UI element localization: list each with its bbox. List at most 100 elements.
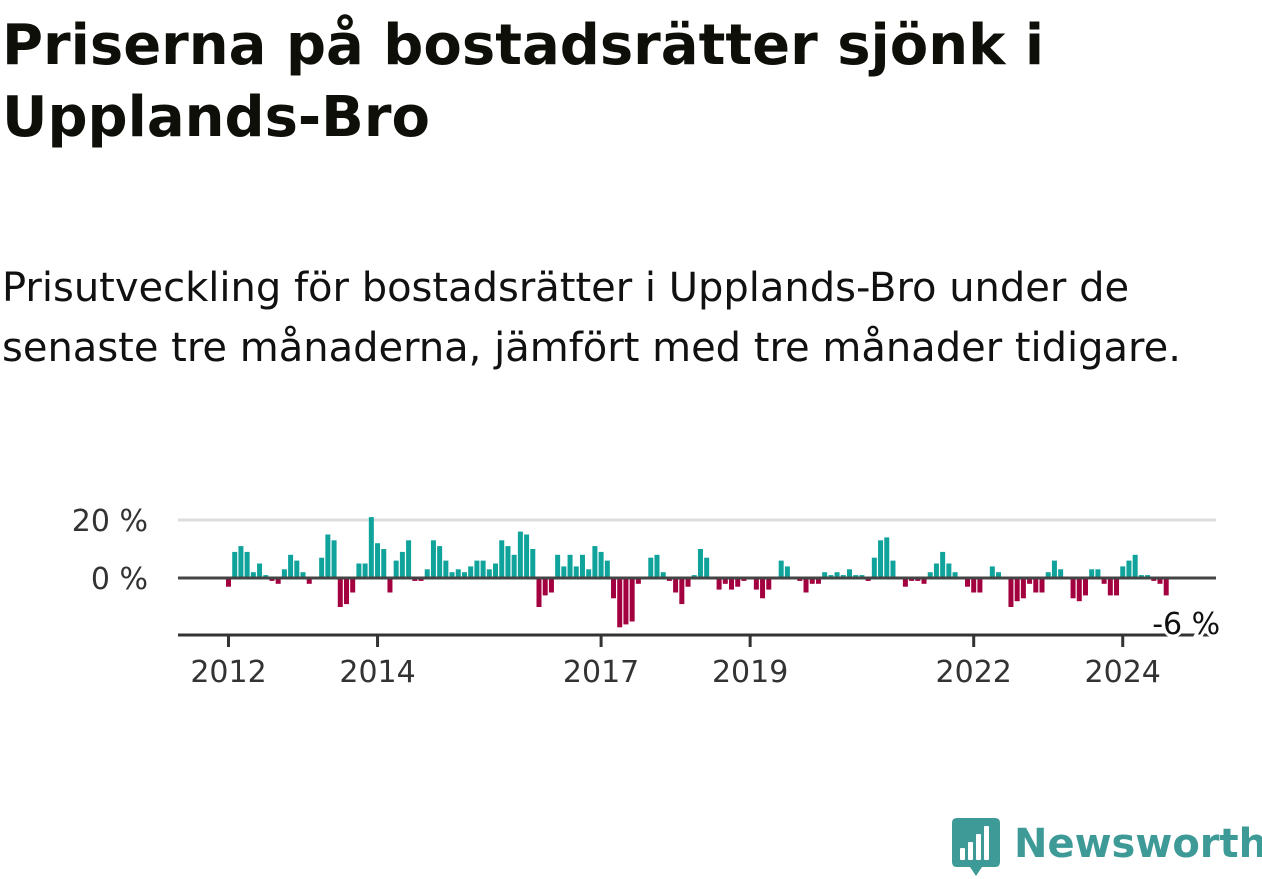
bar-38 [461, 572, 467, 578]
bar-11 [294, 560, 300, 578]
bar-132 [1045, 572, 1051, 578]
bar-77 [704, 557, 710, 578]
bar-85 [753, 578, 759, 590]
bar-143 [1114, 578, 1120, 596]
y-tick-label-20: 20 % [72, 504, 148, 539]
bar-145 [1126, 560, 1132, 578]
bar-36 [449, 572, 455, 578]
bar-130 [1033, 578, 1039, 593]
bar-0 [226, 578, 231, 587]
bar-100 [847, 569, 852, 578]
bar-73 [679, 578, 685, 605]
bar-56 [573, 566, 579, 578]
bar-112 [921, 578, 927, 584]
bar-116 [946, 563, 952, 578]
bar-23 [368, 517, 374, 578]
bar-57 [579, 554, 585, 578]
bar-119 [964, 578, 970, 587]
bar-69 [654, 554, 660, 578]
bar-51 [542, 578, 548, 596]
bar-98 [834, 572, 840, 578]
bar-10 [288, 554, 294, 578]
bar-96 [822, 572, 828, 578]
chart-title: Priserna på bostadsrätter sjönk i Upplan… [2, 13, 1045, 150]
bar-134 [1058, 569, 1064, 578]
bar-128 [1020, 578, 1026, 599]
bar-54 [561, 566, 567, 578]
bar-16 [325, 534, 331, 578]
bar-9 [281, 569, 287, 578]
bar-15 [319, 557, 325, 578]
bar-25 [381, 549, 387, 578]
bar-12 [300, 572, 306, 578]
bar-58 [586, 569, 592, 578]
bar-151 [1163, 578, 1169, 596]
bar-42 [486, 569, 492, 578]
bar-124 [996, 572, 1002, 578]
bar-48 [524, 534, 530, 578]
bar-121 [977, 578, 983, 593]
bar-24 [375, 543, 381, 578]
bar-13 [306, 578, 312, 584]
bar-45 [505, 546, 511, 578]
bar-59 [592, 546, 598, 578]
bar-2 [238, 546, 244, 578]
bar-127 [1014, 578, 1020, 602]
bar-50 [536, 578, 542, 607]
bar-80 [722, 578, 728, 584]
x-axis [178, 576, 1216, 647]
bar-18 [337, 578, 343, 607]
bar-129 [1027, 578, 1033, 584]
bar-27 [393, 560, 399, 578]
bar-150 [1157, 578, 1163, 584]
bar-60 [598, 551, 604, 578]
bar-94 [809, 578, 815, 584]
bar-5 [257, 563, 263, 578]
bar-52 [548, 578, 554, 593]
bar-63 [617, 578, 623, 628]
bar-123 [989, 566, 995, 578]
bar-61 [604, 560, 610, 578]
bar-46 [511, 554, 517, 578]
bar-140 [1095, 569, 1101, 578]
bar-89 [778, 560, 784, 578]
bar-21 [356, 563, 362, 578]
bar-62 [611, 578, 617, 599]
bar-33 [430, 540, 436, 578]
bar-117 [952, 572, 958, 578]
bar-76 [697, 549, 703, 578]
bar-39 [468, 566, 474, 578]
x-tick-label-2022: 2022 [936, 655, 1012, 690]
x-tick-label-2024: 2024 [1085, 655, 1161, 690]
bar-138 [1082, 578, 1088, 596]
bar-87 [766, 578, 772, 590]
bar-series [226, 517, 1169, 628]
bar-64 [623, 578, 629, 625]
x-tick-label-2014: 2014 [339, 655, 415, 690]
newsworthy-logo: Newsworthy [952, 818, 1262, 878]
bar-22 [362, 563, 368, 578]
bar-107 [890, 560, 896, 578]
bar-19 [343, 578, 349, 605]
bar-79 [716, 578, 722, 590]
bar-74 [685, 578, 691, 587]
bar-95 [815, 578, 821, 584]
bar-1 [232, 551, 238, 578]
bar-8 [275, 578, 281, 584]
bar-133 [1051, 560, 1057, 578]
bar-66 [635, 578, 641, 584]
brand-name: Newsworthy [1014, 821, 1262, 867]
x-tick-label-2019: 2019 [712, 655, 788, 690]
x-tick-label-2012: 2012 [190, 655, 266, 690]
bar-53 [555, 554, 561, 578]
bar-55 [567, 554, 573, 578]
bar-141 [1101, 578, 1107, 584]
y-tick-label-0: 0 % [91, 562, 148, 597]
x-tick-label-2017: 2017 [563, 655, 639, 690]
bar-114 [933, 563, 939, 578]
bar-144 [1120, 566, 1126, 578]
bar-34 [437, 546, 443, 578]
bar-113 [927, 572, 933, 578]
bar-44 [499, 540, 505, 578]
bar-26 [387, 578, 393, 593]
